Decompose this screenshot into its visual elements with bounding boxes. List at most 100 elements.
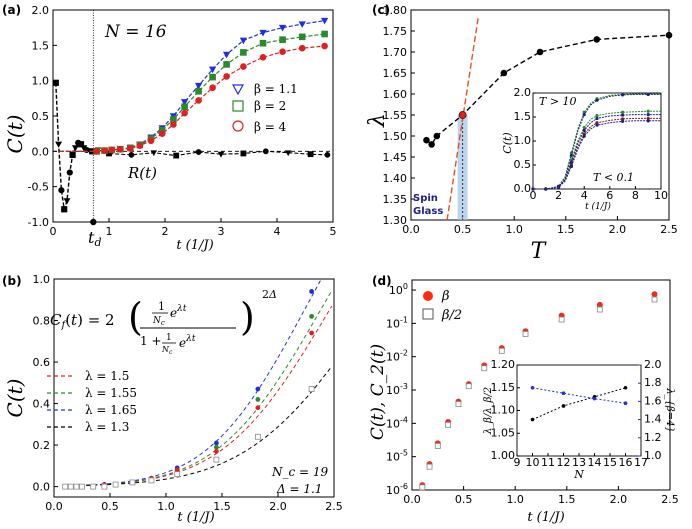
- r-point: [128, 151, 135, 158]
- y-tick-label: 0.6: [33, 356, 51, 369]
- data-point: [158, 130, 166, 137]
- data-point: [170, 121, 177, 128]
- lambda-point: [593, 36, 601, 43]
- x-tick-label: 5: [330, 225, 337, 238]
- x-tick-label: 2.0: [610, 493, 628, 506]
- x-tick-label: 0.0: [402, 223, 420, 236]
- data-point: [223, 73, 230, 80]
- y-tick-label: 1.30: [383, 214, 408, 227]
- y-tick-label: 0.2: [33, 439, 51, 452]
- decay-point: [52, 79, 59, 86]
- inset-lambda-point: [592, 396, 597, 401]
- y-tick-label: 10-4: [386, 415, 408, 430]
- y-tick-label: 1.55: [383, 109, 408, 122]
- r-curve: [97, 149, 328, 157]
- inset-point: [557, 185, 561, 189]
- x-tick-label: 2.0: [609, 223, 627, 236]
- r-point: [173, 152, 180, 159]
- panel-label-a: (a): [2, 3, 21, 17]
- legend-entry: λ = 1.65: [85, 403, 137, 417]
- data-point: [558, 316, 565, 323]
- y-tick-label: 1.80: [383, 4, 408, 17]
- y-tick-label: 100: [389, 282, 408, 297]
- data-point: [62, 483, 69, 490]
- inset-x-tick-label: 17: [634, 456, 648, 469]
- inset-y2-tick-label: 1.4: [644, 413, 662, 426]
- data-point: [136, 142, 144, 149]
- x-tick-label: 0.5: [454, 223, 472, 236]
- inset-y2-tick-label: 1.0: [644, 449, 662, 462]
- ylabel-c: λ: [365, 113, 390, 128]
- legend-entry: λ = 1.5: [85, 369, 129, 383]
- legend-entry: β = 4: [254, 120, 287, 134]
- td-label: td: [88, 228, 101, 249]
- inset-x-tick-label: 10: [526, 456, 540, 469]
- xlabel-b: t (1/J): [177, 510, 214, 525]
- inset-xlabel: t (1/J): [585, 201, 611, 212]
- inset-point: [621, 119, 625, 123]
- legend-a: β = 1.1 β = 2 β = 4: [231, 82, 298, 134]
- data-point: [126, 145, 134, 152]
- ylabel-b: C(t): [3, 379, 27, 418]
- data-point: [298, 21, 306, 28]
- inset-point: [646, 116, 650, 121]
- panel-label-d: (d): [372, 274, 392, 288]
- data-point: [181, 109, 188, 117]
- y-tick-label: -1.0: [28, 216, 49, 229]
- data-point: [73, 483, 80, 490]
- r-point: [195, 149, 202, 155]
- legend-entry: β/2: [441, 308, 462, 323]
- decay-point: [71, 145, 79, 152]
- data-point: [147, 137, 155, 145]
- lambda-point: [423, 136, 430, 144]
- legend-entry: λ = 1.3: [85, 420, 129, 434]
- data-point: [309, 330, 314, 336]
- inset-x-tick-label: 12: [557, 456, 571, 469]
- x-tick-label: 1.5: [558, 493, 576, 506]
- y-tick-label: 10-2: [386, 349, 408, 364]
- spin-glass-label: Glass: [413, 206, 443, 217]
- inset-x-tick-label: 11: [541, 456, 555, 469]
- r-point: [307, 151, 314, 158]
- data-point: [278, 24, 287, 32]
- data-point: [445, 421, 452, 428]
- y-tick-label: 0.4: [33, 398, 51, 411]
- data-point: [223, 61, 230, 68]
- data-point: [522, 331, 529, 337]
- data-point: [108, 146, 116, 154]
- data-point: [101, 147, 108, 154]
- legend-marker-circle: [423, 291, 433, 301]
- panel-a: 0 1 2 3 4 5 -1.0 -0.5 0.0 0.5 1.0 1.5 2.0: [28, 4, 337, 238]
- inset-x-tick-label: 13: [572, 456, 586, 469]
- svg-text:Cf(t) = 2: Cf(t) = 2: [50, 311, 115, 331]
- data-point: [195, 97, 202, 104]
- inset-point: [646, 113, 650, 117]
- legend-entry: β = 2: [254, 99, 286, 113]
- data-point: [298, 44, 306, 52]
- inset-point: [582, 125, 586, 130]
- xlabel-d: t (1/J): [527, 510, 564, 525]
- inset-ratio-point: [561, 404, 566, 408]
- legend-marker-triangle: [231, 84, 245, 96]
- r-point: [324, 151, 331, 158]
- inset-y2-tick-label: 1.6: [644, 394, 662, 407]
- inset-y-tick-label: 0.0: [514, 182, 532, 195]
- y-tick-label: 1.5: [32, 39, 50, 52]
- inset-curve: [533, 120, 661, 190]
- panel-b: 0.0 0.5 1.0 1.5 2.0 2.5 0.0 0.2 0.4 0.6 0.8 1.0: [33, 273, 343, 513]
- inset-x-tick-label: 14: [588, 456, 602, 469]
- x-tick-label: 1.0: [157, 500, 175, 513]
- data-point: [321, 30, 328, 38]
- panel-label-b: (b): [2, 274, 22, 288]
- td-marker: [90, 218, 97, 226]
- legend-d: β β/2: [422, 289, 462, 323]
- data-point: [309, 289, 314, 294]
- spin-glass-label: Spin: [413, 193, 438, 204]
- inset-point: [582, 110, 586, 114]
- r-point: [150, 150, 158, 157]
- data-point: [90, 483, 97, 490]
- data-point: [116, 145, 124, 153]
- data-point: [181, 103, 188, 111]
- y-tick-label: 1.35: [383, 193, 408, 206]
- inset-y-tick-label: 1.05: [491, 426, 516, 439]
